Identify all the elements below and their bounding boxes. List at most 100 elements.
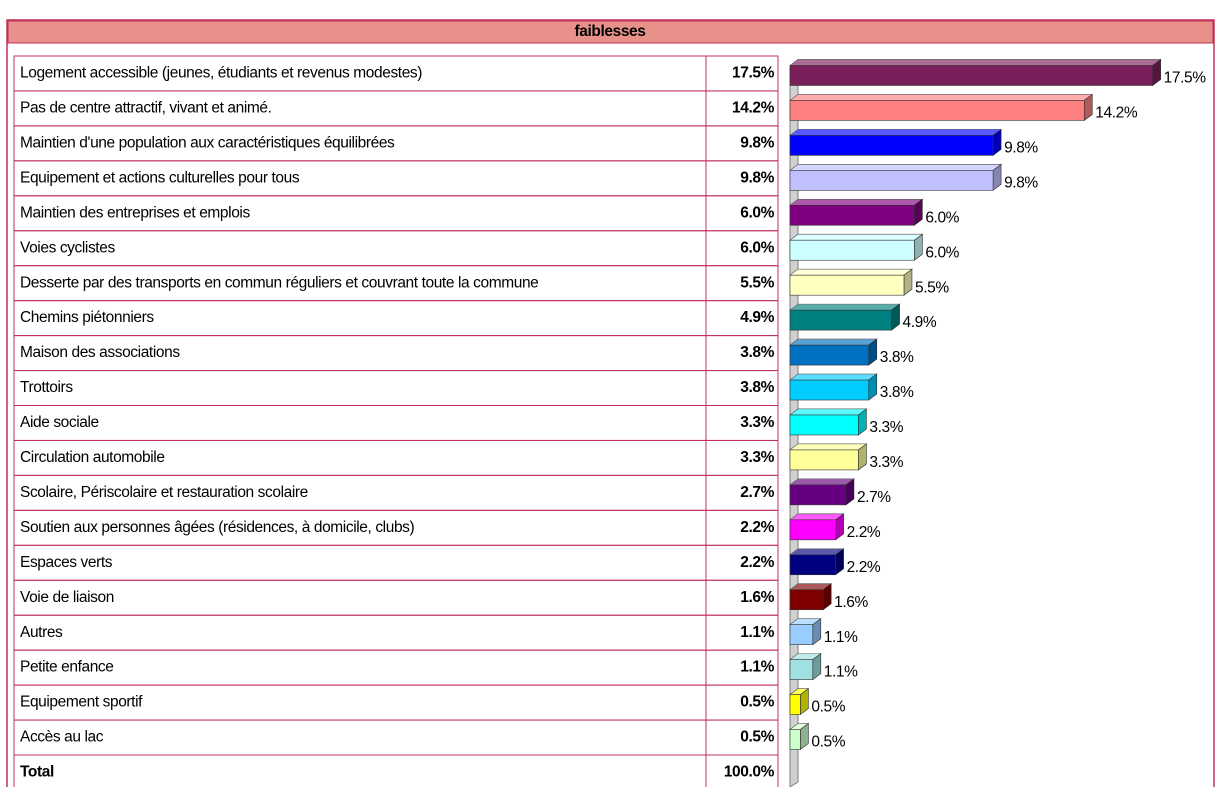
bar-top-shade [790, 723, 809, 730]
row-label: Desserte par des transports en commun ré… [20, 274, 538, 291]
frame [6, 19, 1215, 787]
bar-label: 9.8% [1004, 139, 1038, 156]
row-label: Maison des associations [20, 344, 180, 361]
bar [789, 659, 814, 680]
row-value: 2.2% [740, 519, 774, 536]
bar [789, 589, 824, 611]
bar-top-shade [790, 443, 867, 450]
row-value: 1.6% [740, 589, 774, 606]
bar-top-shade [790, 374, 877, 381]
bar-top-shade [790, 478, 854, 485]
bar [789, 519, 836, 541]
bar-top-shade [790, 618, 821, 625]
row-label: Aide sociale [20, 414, 99, 431]
bar [789, 624, 814, 645]
bar-label: 17.5% [1164, 70, 1207, 87]
bar-label: 0.5% [811, 734, 845, 751]
bar [789, 309, 892, 331]
bar [789, 274, 905, 296]
total-label: Total [20, 764, 54, 781]
bar-top-shade [790, 408, 867, 415]
bar-label: 0.5% [811, 699, 845, 716]
row-value: 2.7% [740, 484, 774, 501]
bar-label: 3.8% [880, 384, 914, 401]
row-value: 6.0% [740, 239, 774, 256]
row-value: 1.1% [740, 624, 774, 641]
bar-top-shade [790, 513, 844, 520]
bar-top-shade [790, 129, 1002, 136]
bar-side-shade [812, 618, 821, 645]
bar-label: 6.0% [925, 244, 959, 261]
row-value: 0.5% [740, 694, 774, 711]
bar-label: 1.1% [824, 664, 858, 681]
row-label: Scolaire, Périscolaire et restauration s… [20, 484, 308, 501]
bar-label: 2.7% [857, 489, 891, 506]
bar-side-shade [812, 653, 821, 680]
bar [789, 344, 870, 366]
bar-side-shade [858, 408, 867, 435]
bar [789, 694, 801, 715]
row-label: Espaces verts [20, 554, 113, 571]
bar-side-shade [914, 199, 923, 226]
row-value: 9.8% [740, 169, 774, 186]
row-label: Maintien des entreprises et emplois [20, 204, 250, 221]
row-label: Equipement sportif [20, 694, 143, 711]
bar-label: 4.9% [903, 314, 937, 331]
total-value: 100.0% [724, 764, 775, 781]
row-label: Soutien aux personnes âgées (résidences,… [20, 519, 415, 536]
row-value: 1.1% [740, 659, 774, 676]
bar-side-shade [1152, 59, 1161, 86]
row-label: Trottoirs [20, 379, 73, 396]
bar-side-shade [891, 304, 900, 331]
bar [789, 729, 801, 750]
bar-top-shade [790, 583, 832, 590]
bar-label: 2.2% [847, 524, 881, 541]
row-value: 3.3% [740, 449, 774, 466]
row-label: Chemins piétonniers [20, 309, 154, 326]
bar-side-shade [823, 583, 832, 610]
row-label: Maintien d'une population aux caractéris… [20, 134, 395, 151]
bar-label: 5.5% [915, 279, 949, 296]
bar [789, 554, 836, 576]
bar-top-shade [790, 199, 923, 206]
bar-side-shade [1084, 94, 1093, 121]
header-bar [7, 20, 1214, 44]
bar-top-shade [790, 164, 1002, 171]
row-value: 17.5% [732, 65, 775, 82]
bar-top-shade [790, 94, 1093, 101]
row-value: 4.9% [740, 309, 774, 326]
bar [789, 170, 994, 191]
row-label: Circulation automobile [20, 449, 165, 466]
bar-top-shade [790, 339, 877, 346]
bar-side-shade [868, 374, 877, 401]
bar-side-shade [835, 513, 844, 540]
bar-top-shade [790, 234, 923, 241]
row-label: Logement accessible (jeunes, étudiants e… [20, 65, 422, 82]
row-label: Voie de liaison [20, 589, 114, 606]
bar-label: 9.8% [1004, 174, 1038, 191]
bar-side-shade [858, 443, 867, 470]
bar-side-shade [800, 723, 809, 750]
row-label: Equipement et actions culturelles pour t… [20, 169, 300, 186]
row-label: Accès au lac [20, 729, 104, 746]
bar [789, 484, 847, 506]
bar-top-shade [790, 688, 809, 695]
bar-label: 3.3% [869, 454, 903, 471]
bar-side-shade [903, 269, 912, 296]
bar [789, 449, 859, 471]
bar-label: 1.1% [824, 629, 858, 646]
table-row [13, 754, 779, 787]
bar-side-shade [914, 234, 923, 261]
bar [789, 65, 1153, 86]
row-label: Voies cyclistes [20, 239, 115, 256]
bar [789, 135, 994, 156]
bar-side-shade [845, 478, 854, 505]
row-value: 3.8% [740, 344, 774, 361]
row-value: 9.8% [740, 134, 774, 151]
bar-label: 3.8% [880, 349, 914, 366]
bar-top-shade [790, 548, 844, 555]
row-label: Pas de centre attractif, vivant et animé… [20, 100, 272, 117]
row-value: 14.2% [732, 100, 775, 117]
bar-top-shade [790, 59, 1161, 66]
